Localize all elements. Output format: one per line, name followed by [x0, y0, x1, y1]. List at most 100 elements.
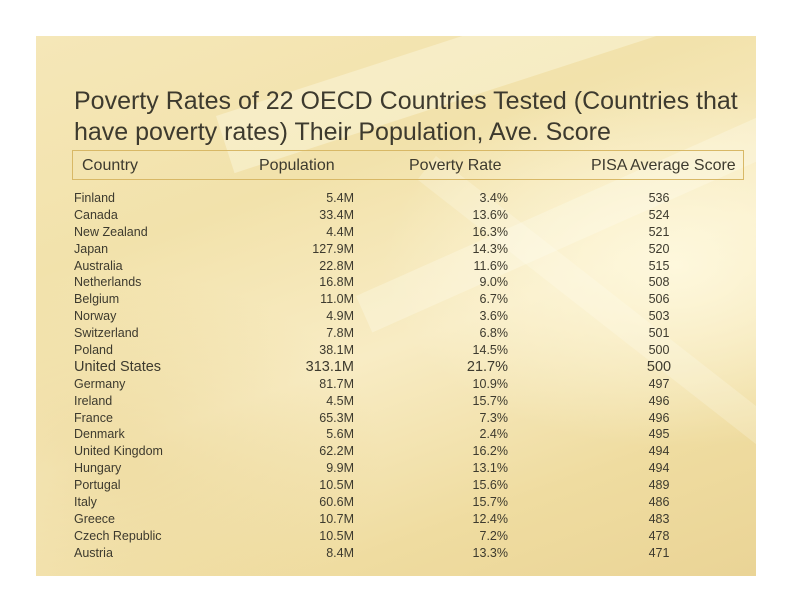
country-cell: Hungary — [74, 461, 122, 476]
population-cell: 4.4M — [326, 224, 354, 239]
population-cell: 4.9M — [326, 309, 354, 324]
pisa-score-cell: 524 — [648, 207, 670, 222]
table-header: Country Population Poverty Rate PISA Ave… — [72, 150, 744, 180]
country-cell: Norway — [74, 309, 117, 324]
poverty-rate-cell: 21.7% — [466, 358, 508, 375]
poverty-rate-cell: 3.4% — [479, 191, 509, 205]
table-row: Austria 8.4M 13.3% 471 — [74, 545, 744, 562]
country-cell: Denmark — [74, 427, 125, 442]
poverty-rate-cell: 10.9% — [472, 376, 508, 391]
country-cell: Greece — [74, 511, 115, 526]
poverty-rate-cell: 6.7% — [479, 292, 509, 307]
table-body: Finland 5.4M 3.4% 536 Canada 33.4M 13.6% 524 New… — [74, 190, 744, 562]
population-cell: 33.4M — [319, 207, 354, 222]
country-cell: Portugal — [74, 478, 121, 493]
population-cell: 4.5M — [326, 393, 354, 408]
country-cell: Japan — [74, 241, 109, 256]
country-cell: Belgium — [74, 292, 120, 307]
table-row: United States 313.1M 21.7% 500 — [74, 359, 744, 376]
pisa-score-cell: 506 — [648, 292, 670, 307]
pisa-score-cell: 471 — [648, 545, 670, 560]
population-cell: 62.2M — [319, 444, 354, 459]
poverty-rate-cell: 2.4% — [479, 427, 509, 442]
population-cell: 16.8M — [319, 275, 354, 290]
population-cell: 7.8M — [326, 326, 354, 341]
country-cell: Italy — [74, 495, 97, 510]
poverty-rate-cell: 13.1% — [472, 461, 508, 476]
country-cell: Netherlands — [74, 275, 142, 290]
pisa-score-cell: 501 — [648, 326, 670, 341]
population-cell: 81.7M — [319, 376, 354, 391]
poverty-rate-cell: 15.7% — [472, 393, 508, 408]
table-row: Italy 60.6M 15.7% 486 — [74, 494, 744, 511]
pisa-score-cell: 489 — [648, 478, 670, 493]
population-cell: 22.8M — [319, 258, 354, 273]
country-cell: Canada — [74, 207, 118, 222]
pisa-score-cell: 483 — [648, 511, 670, 526]
pisa-score-cell: 494 — [648, 461, 670, 476]
poverty-rate-cell: 16.3% — [472, 224, 508, 239]
table-row: Czech Republic 10.5M 7.2% 478 — [74, 528, 744, 545]
poverty-rate-cell: 13.6% — [472, 207, 508, 222]
slide: Poverty Rates of 22 OECD Countries Teste… — [36, 36, 756, 576]
country-cell: Czech Republic — [74, 528, 162, 543]
table-row: Belgium 11.0M 6.7% 506 — [74, 291, 744, 308]
country-cell: Finland — [74, 191, 115, 205]
poverty-rate-cell: 14.3% — [472, 241, 508, 256]
table-row: Finland 5.4M 3.4% 536 — [74, 190, 744, 207]
population-cell: 5.6M — [326, 427, 354, 442]
population-cell: 127.9M — [312, 241, 354, 256]
population-cell: 9.9M — [326, 461, 354, 476]
population-cell: 10.7M — [319, 511, 354, 526]
table-row: Greece 10.7M 12.4% 483 — [74, 511, 744, 528]
poverty-rate-cell: 11.6% — [473, 258, 508, 273]
slide-title: Poverty Rates of 22 OECD Countries Teste… — [74, 87, 738, 146]
population-cell: 10.5M — [319, 478, 354, 493]
poverty-rate-cell: 14.5% — [472, 343, 508, 358]
pisa-score-cell: 497 — [648, 376, 670, 391]
poverty-rate-cell: 3.6% — [479, 309, 509, 324]
poverty-rate-cell: 9.0% — [479, 275, 509, 290]
pisa-score-cell: 496 — [648, 393, 670, 408]
column-header-poverty-rate: Poverty Rate — [409, 157, 502, 174]
pisa-score-cell: 495 — [648, 427, 670, 442]
country-cell: Germany — [74, 376, 126, 391]
table-row: Ireland 4.5M 15.7% 496 — [74, 393, 744, 410]
table-row: Netherlands 16.8M 9.0% 508 — [74, 274, 744, 291]
table-row: Japan 127.9M 14.3% 520 — [74, 241, 744, 258]
column-header-pisa-score: PISA Average Score — [591, 157, 736, 174]
country-cell: Austria — [74, 545, 113, 560]
table-row: Switzerland 7.8M 6.8% 501 — [74, 325, 744, 342]
poverty-rate-cell: 7.2% — [479, 528, 509, 543]
pisa-score-cell: 521 — [648, 224, 670, 239]
column-header-country: Country — [82, 157, 139, 174]
table-row: Australia 22.8M 11.6% 515 — [74, 258, 744, 275]
pisa-score-cell: 536 — [648, 191, 670, 205]
population-cell: 5.4M — [326, 191, 354, 205]
pisa-score-cell: 500 — [646, 358, 672, 375]
country-cell: Poland — [74, 343, 113, 358]
population-cell: 38.1M — [319, 343, 354, 358]
country-cell: United States — [74, 358, 162, 375]
population-cell: 313.1M — [305, 358, 354, 375]
poverty-rate-cell: 16.2% — [472, 444, 508, 459]
table-row: Canada 33.4M 13.6% 524 — [74, 207, 744, 224]
pisa-score-cell: 520 — [648, 241, 670, 256]
country-cell: New Zealand — [74, 224, 148, 239]
country-cell: Switzerland — [74, 326, 139, 341]
pisa-score-cell: 494 — [648, 444, 670, 459]
column-header-population: Population — [259, 157, 335, 174]
pisa-score-cell: 486 — [648, 495, 670, 510]
pisa-score-cell: 508 — [648, 275, 670, 290]
table-row: Hungary 9.9M 13.1% 494 — [74, 460, 744, 477]
population-cell: 8.4M — [326, 545, 354, 560]
pisa-score-cell: 503 — [648, 309, 670, 324]
poverty-rate-cell: 6.8% — [479, 326, 509, 341]
poverty-rate-cell: 13.3% — [472, 545, 508, 560]
poverty-rate-cell: 15.7% — [472, 495, 508, 510]
country-cell: United Kingdom — [74, 444, 163, 459]
table-row: Poland 38.1M 14.5% 500 — [74, 342, 744, 359]
pisa-score-cell: 496 — [648, 410, 670, 425]
country-cell: Australia — [74, 258, 123, 273]
country-cell: France — [74, 410, 113, 425]
